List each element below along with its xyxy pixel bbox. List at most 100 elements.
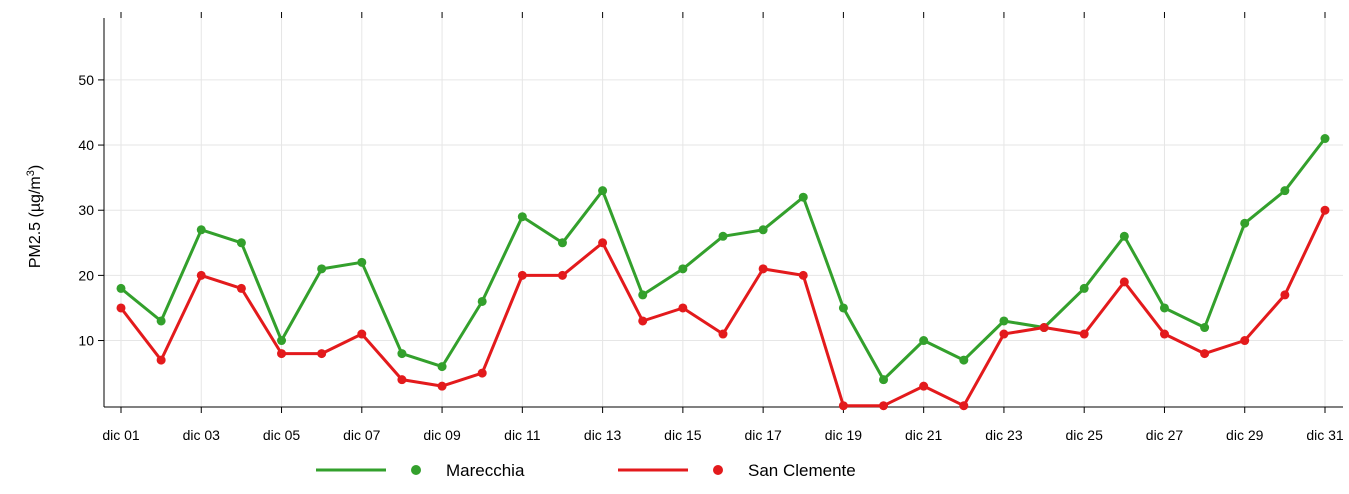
data-point — [638, 290, 648, 300]
y-axis-label: PM2.5 (µg/m3) — [25, 165, 44, 268]
data-point — [798, 270, 808, 280]
data-point — [838, 303, 848, 313]
series-line — [119, 137, 1327, 382]
x-tick-label: dic 07 — [343, 427, 381, 443]
data-point — [678, 264, 688, 274]
data-point — [959, 355, 969, 365]
data-point — [678, 303, 688, 313]
y-tick-label: 40 — [78, 137, 94, 153]
data-point — [1079, 329, 1089, 339]
data-point — [1320, 205, 1330, 215]
grid-lines — [104, 18, 1343, 407]
x-tick-label: dic 17 — [744, 427, 782, 443]
legend-point-swatch — [713, 465, 723, 475]
x-tick-label: dic 05 — [263, 427, 301, 443]
data-point — [277, 349, 287, 359]
x-tick-label: dic 31 — [1306, 427, 1344, 443]
data-point — [1280, 186, 1290, 196]
data-point — [1119, 231, 1129, 241]
legend-point-swatch — [411, 465, 421, 475]
data-point — [598, 238, 608, 248]
x-tick-label: dic 27 — [1146, 427, 1184, 443]
data-point — [638, 316, 648, 326]
data-point — [397, 375, 407, 385]
data-point — [1159, 303, 1169, 313]
x-tick-label: dic 11 — [504, 427, 541, 443]
data-point — [919, 381, 929, 391]
data-point — [1039, 323, 1049, 333]
x-tick-label: dic 15 — [664, 427, 702, 443]
data-point — [317, 264, 327, 274]
y-axis-label-tail: ) — [27, 165, 44, 170]
y-tick-label: 30 — [78, 202, 94, 218]
data-point — [236, 238, 246, 248]
x-tick-label: dic 19 — [825, 427, 863, 443]
data-point — [156, 355, 166, 365]
y-axis-label-base: PM2.5 (µg/m — [27, 176, 44, 268]
axes: 10 20 30 40 50 dic 01 dic 03 dic 05 dic 07 dic 09… — [78, 12, 1344, 443]
data-point — [557, 270, 567, 280]
x-tick-label: dic 13 — [584, 427, 622, 443]
data-point — [598, 186, 608, 196]
x-tick-label: dic 23 — [985, 427, 1023, 443]
data-point — [1079, 283, 1089, 293]
data-point — [999, 316, 1009, 326]
data-point — [1240, 218, 1250, 228]
data-point — [116, 303, 126, 313]
data-point — [1159, 329, 1169, 339]
data-point — [517, 212, 527, 222]
data-point — [196, 225, 206, 235]
x-tick-label: dic 01 — [102, 427, 140, 443]
x-tick-label: dic 21 — [905, 427, 943, 443]
y-tick-label: 20 — [78, 267, 94, 283]
data-point — [718, 231, 728, 241]
y-tick-label: 10 — [78, 333, 94, 349]
data-point — [317, 349, 327, 359]
data-point — [557, 238, 567, 248]
data-point — [156, 316, 166, 326]
data-point — [517, 270, 527, 280]
data-point — [919, 336, 929, 346]
data-point — [959, 401, 969, 411]
y-axis-label-superscript: 3 — [25, 170, 37, 176]
data-point — [277, 336, 287, 346]
x-tick-label: dic 25 — [1066, 427, 1104, 443]
data-point — [879, 375, 889, 385]
data-point — [718, 329, 728, 339]
legend-label: San Clemente — [748, 461, 856, 480]
data-point — [999, 329, 1009, 339]
x-tick-label: dic 09 — [423, 427, 461, 443]
series-1 — [116, 134, 1330, 385]
data-point — [196, 270, 206, 280]
data-series — [116, 134, 1330, 411]
data-point — [1119, 277, 1129, 287]
legend: Marecchia San Clemente — [316, 461, 856, 480]
series-2 — [116, 205, 1330, 411]
data-point — [1280, 290, 1290, 300]
data-point — [437, 381, 447, 391]
data-point — [838, 401, 848, 411]
data-point — [236, 283, 246, 293]
data-point — [1240, 336, 1250, 346]
data-point — [116, 283, 126, 293]
data-point — [1200, 323, 1210, 333]
data-point — [357, 257, 367, 267]
legend-label: Marecchia — [446, 461, 525, 480]
legend-item: San Clemente — [618, 461, 856, 480]
x-tick-label: dic 03 — [183, 427, 221, 443]
legend-item: Marecchia — [316, 461, 525, 480]
data-point — [1200, 349, 1210, 359]
x-tick-label: dic 29 — [1226, 427, 1264, 443]
data-point — [758, 225, 768, 235]
data-point — [397, 349, 407, 359]
data-point — [477, 368, 487, 378]
data-point — [879, 401, 889, 411]
data-point — [477, 296, 487, 306]
data-point — [758, 264, 768, 274]
data-point — [437, 362, 447, 372]
data-point — [1320, 134, 1330, 144]
data-point — [798, 192, 808, 202]
y-tick-label: 50 — [78, 72, 94, 88]
